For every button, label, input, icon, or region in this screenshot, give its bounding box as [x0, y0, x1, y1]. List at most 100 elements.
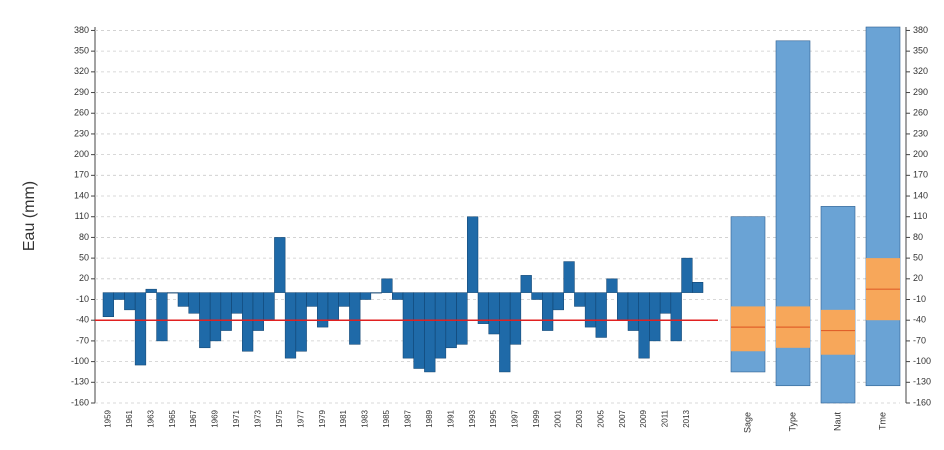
bar — [295, 292, 307, 352]
x-tick-label: 2011 — [661, 409, 670, 427]
bar — [338, 292, 350, 307]
range-box — [865, 26, 901, 387]
bar — [681, 257, 693, 293]
y-tick-label: 140 — [913, 190, 928, 200]
y-tick-label: -40 — [913, 315, 926, 325]
x-tick-label: 1997 — [511, 409, 520, 427]
y-tick-label: -100 — [71, 356, 89, 366]
x-tick-label: 2013 — [682, 409, 691, 427]
iqr-box — [731, 306, 765, 352]
bar — [102, 292, 114, 318]
bar — [627, 292, 639, 331]
y-tick-label: 170 — [74, 170, 89, 180]
y-tick-label: -160 — [913, 397, 931, 407]
iqr-box — [821, 309, 855, 355]
bar — [284, 292, 297, 359]
x-tick-label: 1999 — [532, 409, 541, 427]
y-tick-label: 320 — [74, 66, 89, 76]
y-tick-label: -40 — [76, 315, 89, 325]
bar — [413, 292, 425, 369]
y-tick-label: 200 — [913, 149, 928, 159]
bar — [606, 278, 618, 293]
x-tick-label: 1985 — [382, 409, 391, 427]
bar — [327, 292, 339, 321]
bar — [509, 292, 522, 345]
y-tick-label: 380 — [74, 25, 89, 35]
x-tick-label: 2003 — [575, 409, 584, 427]
bar — [659, 292, 672, 314]
x-tick-label: 1993 — [468, 409, 477, 427]
y-tick-label: 140 — [74, 190, 89, 200]
x-tick-label: 1991 — [446, 409, 455, 427]
bar — [392, 292, 404, 300]
bar — [177, 292, 189, 307]
y-tick-label: 20 — [79, 273, 89, 283]
y-tick-label: 260 — [74, 108, 89, 118]
bar — [167, 292, 179, 294]
bar — [231, 292, 243, 314]
x-tick-label: 1977 — [296, 409, 305, 427]
bar — [274, 237, 286, 293]
y-tick-label: -70 — [76, 335, 89, 345]
bar — [317, 292, 329, 328]
bar — [242, 292, 254, 352]
bar — [359, 292, 372, 300]
bar — [306, 292, 318, 307]
bar — [692, 282, 704, 293]
bar — [370, 292, 382, 294]
y-tick-label: -70 — [913, 335, 926, 345]
x-tick-label: 2009 — [639, 409, 648, 427]
y-tick-label: 50 — [913, 252, 923, 262]
y-tick-label: -160 — [71, 397, 89, 407]
bar — [145, 288, 157, 293]
bar — [542, 292, 554, 331]
bar — [349, 292, 361, 345]
x-tick-label: 1969 — [211, 409, 220, 427]
y-tick-label: -130 — [71, 377, 89, 387]
y-tick-label: 110 — [75, 211, 89, 221]
x-tick-label: Naut — [832, 412, 842, 432]
bar — [670, 292, 682, 342]
bar — [134, 292, 147, 366]
bar — [188, 292, 200, 314]
x-tick-label: 1971 — [232, 409, 241, 427]
y-tick-label: 350 — [74, 46, 89, 56]
y-tick-label: 230 — [74, 128, 89, 138]
x-tick-label: 1981 — [339, 409, 348, 427]
bar — [467, 216, 479, 293]
y-tick-label: 320 — [913, 66, 928, 76]
bar — [477, 292, 489, 324]
y-tick-label: 20 — [913, 273, 923, 283]
y-tick-label: 200 — [74, 149, 89, 159]
bar — [584, 292, 597, 328]
bar — [499, 292, 511, 373]
bar — [402, 292, 414, 359]
x-tick-label: 1961 — [125, 409, 134, 427]
bar — [424, 292, 436, 373]
bar — [156, 292, 168, 342]
x-tick-label: 1973 — [253, 409, 262, 427]
bar — [649, 292, 661, 342]
x-tick-label: 2005 — [596, 409, 605, 427]
x-tick-label: 1983 — [361, 409, 370, 427]
x-tick-label: Sage — [742, 412, 752, 433]
y-tick-label: 290 — [74, 87, 89, 97]
bar — [574, 292, 586, 307]
y-tick-label: -130 — [913, 377, 931, 387]
bar — [531, 292, 543, 300]
y-tick-label: 170 — [913, 170, 928, 180]
bar — [209, 292, 222, 342]
y-tick-label: 290 — [913, 87, 928, 97]
x-tick-label: Tme — [877, 412, 887, 430]
y-tick-label: 260 — [913, 108, 928, 118]
bar — [563, 261, 575, 293]
x-tick-label: 1975 — [275, 409, 284, 427]
y-axis-label: Eau (mm) — [21, 181, 38, 251]
y-tick-label: -10 — [913, 294, 926, 304]
y-tick-label: 380 — [913, 25, 928, 35]
bar — [220, 292, 232, 331]
x-tick-label: 1965 — [168, 409, 177, 427]
bar — [381, 278, 393, 293]
x-tick-label: 1979 — [318, 409, 327, 427]
